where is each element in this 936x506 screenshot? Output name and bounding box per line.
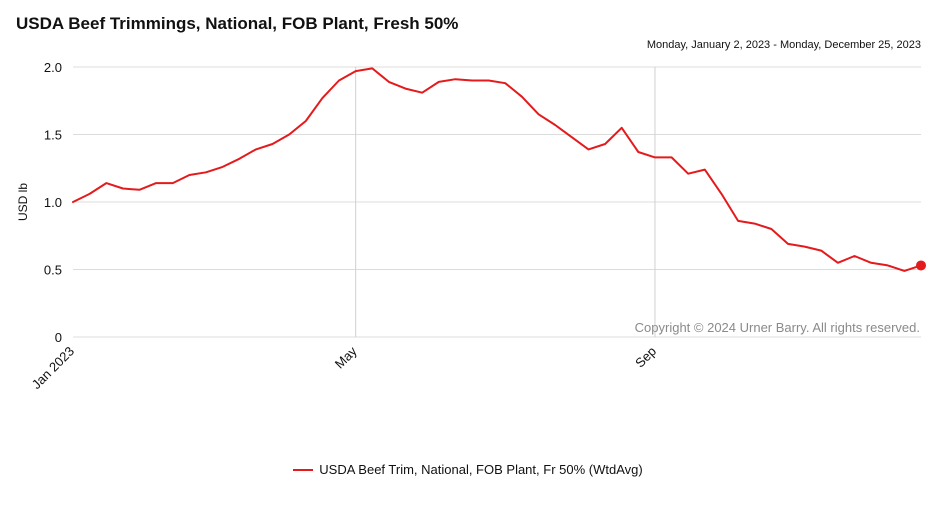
legend-swatch	[293, 468, 314, 471]
y-tick-label: 0.5	[44, 263, 62, 278]
x-tick-label: Jan 2023	[29, 344, 77, 392]
y-tick-label: 1.5	[44, 128, 62, 143]
x-tick-label: Sep	[632, 344, 659, 371]
legend[interactable]: USDA Beef Trim, National, FOB Plant, Fr …	[0, 462, 936, 477]
series-layer	[72, 67, 926, 272]
x-axis-ticks: Jan 2023 May Sep	[29, 343, 659, 392]
date-range: Monday, January 2, 2023 - Monday, Decemb…	[646, 39, 921, 51]
grid-layer	[73, 66, 921, 338]
series-line	[72, 67, 922, 272]
last-point-marker	[916, 260, 926, 271]
y-tick-label: 2.0	[44, 60, 62, 75]
chart-title: USDA Beef Trimmings, National, FOB Plant…	[16, 14, 459, 33]
y-axis-label: USD lb	[16, 183, 30, 221]
legend-label: USDA Beef Trim, National, FOB Plant, Fr …	[319, 462, 643, 477]
y-tick-label: 1.0	[44, 195, 62, 210]
y-tick-label: 0	[55, 330, 62, 345]
copyright-notice: Copyright © 2024 Urner Barry. All rights…	[635, 320, 920, 335]
chart-svg: 0 0.5 1.0 1.5 2.0 Jan 2023 May Sep USD lb Copy…	[16, 60, 926, 392]
y-axis-ticks: 0 0.5 1.0 1.5 2.0	[44, 60, 62, 345]
x-tick-label: May	[332, 343, 360, 371]
